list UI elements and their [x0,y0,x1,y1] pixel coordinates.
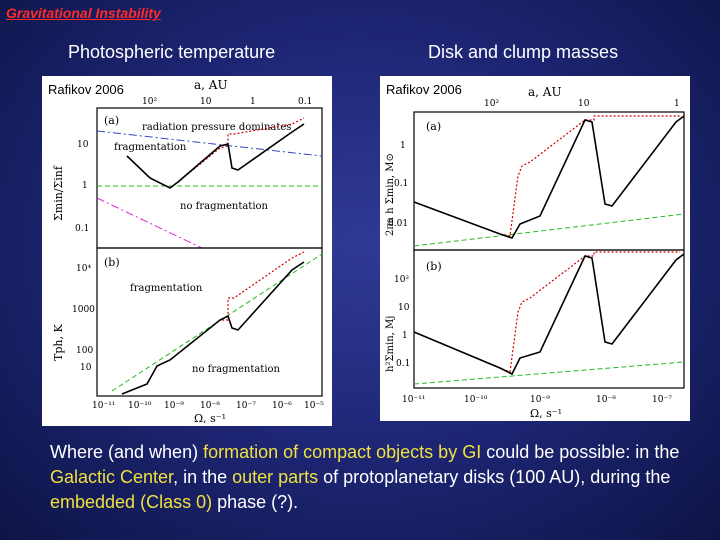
right-b-ytick: 0.1 [396,359,410,369]
slide-title: Gravitational Instability [6,5,161,21]
left-top-axis-label: a, AU [194,78,228,92]
left-b-ytick: 10 [80,363,92,373]
right-b-black-curve [413,253,685,376]
right-top-axis-label: a, AU [528,85,562,99]
right-b-ylabel: h²Σmin, Mj [385,316,396,372]
left-b-ylabel: Tph, K [52,324,65,361]
caption: Where (and when) formation of compact ob… [50,440,700,515]
right-b-ytick: 10 [398,303,410,313]
caption-highlight: Galactic Center [50,467,174,487]
right-xtick: 10⁻¹¹ [402,395,425,405]
right-reference: Rafikov 2006 [386,82,462,97]
caption-text: phase (?). [212,492,299,512]
right-subplot-a-frame [413,111,685,251]
left-xtick: 10⁻⁷ [236,401,256,411]
left-top-tick: 10 [200,97,212,107]
caption-text: of protoplanetary disks (100 AU), during… [318,467,671,487]
right-a-black-curve [413,115,685,239]
caption-text: Where (and when) [50,442,204,462]
left-label-no-fragmentation-a: no fragmentation [180,201,269,212]
caption-highlight: outer parts [232,467,319,487]
right-b-green-line [413,361,685,385]
left-label-fragmentation-a: fragmentation [114,142,187,153]
right-subplot-a-tag: (a) [426,120,441,133]
right-subplot-b-frame [413,249,685,389]
left-subplot-b-frame [96,247,323,397]
left-reference: Rafikov 2006 [48,82,124,97]
left-xtick: 10⁻⁹ [164,401,184,411]
left-a-ylabel: Σmin/Σinf [52,165,65,221]
left-a-ytick: 10 [77,140,89,150]
right-b-red-curve [413,251,680,373]
left-a-ytick: 0.1 [75,224,89,234]
left-b-green-line [111,253,323,392]
photospheric-temperature-figure: a, AU 10² 10 1 0.1 (a) radiation pressur… [42,76,332,426]
left-xtick: 10⁻⁵ [304,401,324,411]
right-b-ytick: 1 [402,331,408,341]
left-xtick: 10⁻¹¹ [92,401,115,411]
right-b-ytick: 10² [394,275,409,285]
right-a-ytick: 1 [400,141,406,151]
left-top-tick: 10² [142,97,157,107]
caption-highlight: embedded (Class 0) [50,492,213,512]
right-top-tick: 10 [578,99,590,109]
right-a-ytick: 0.01 [388,219,408,229]
left-a-blue-line [96,130,323,157]
left-xlabel: Ω, s⁻¹ [194,412,226,425]
left-label-no-fragmentation-b: no fragmentation [192,364,281,375]
caption-highlight: formation of compact objects by GI [203,442,482,462]
right-xtick: 10⁻¹⁰ [464,395,488,405]
caption-text: , in the [173,467,233,487]
right-xtick: 10⁻⁹ [530,395,550,405]
left-b-ytick: 10⁴ [76,264,91,274]
left-subplot-b-tag: (b) [104,256,120,269]
left-a-red-curve [126,117,305,189]
left-top-tick: 0.1 [298,97,312,107]
left-a-ytick: 1 [82,181,88,191]
right-heading: Disk and clump masses [428,42,619,62]
right-figure-svg: a, AU 10² 10 1 (a) 1 0.1 0.01 2πa h Σmin… [385,85,685,420]
left-xtick: 10⁻¹⁰ [128,401,152,411]
left-a-magenta-line [96,197,203,249]
right-a-ytick: 0.1 [394,179,408,189]
right-xtick: 10⁻⁸ [596,395,616,405]
left-b-ytick: 1000 [72,305,95,315]
right-a-red-curve [413,115,680,237]
left-label-radiation: radiation pressure dominates [142,122,291,133]
right-subplot-b-tag: (b) [426,260,442,273]
right-a-ylabel: 2πa h Σmin, M⊙ [385,153,396,236]
left-top-tick: 1 [250,97,256,107]
right-top-tick: 1 [674,99,680,109]
left-heading: Photospheric temperature [68,42,276,62]
left-figure-svg: a, AU 10² 10 1 0.1 (a) radiation pressur… [52,78,324,425]
left-b-black-curve [121,261,305,395]
left-b-ytick: 100 [76,346,93,356]
left-xtick: 10⁻⁸ [200,401,220,411]
left-xtick: 10⁻⁶ [272,401,292,411]
disk-clump-masses-figure: a, AU 10² 10 1 (a) 1 0.1 0.01 2πa h Σmin… [380,76,690,421]
left-a-black-curve [126,123,305,189]
right-a-green-line [413,213,685,247]
right-xlabel: Ω, s⁻¹ [530,407,562,420]
right-xtick: 10⁻⁷ [652,395,672,405]
left-subplot-a-tag: (a) [104,114,119,127]
right-top-tick: 10² [484,99,499,109]
caption-text: could be possible: in the [481,442,680,462]
left-label-fragmentation-b: fragmentation [130,283,203,294]
